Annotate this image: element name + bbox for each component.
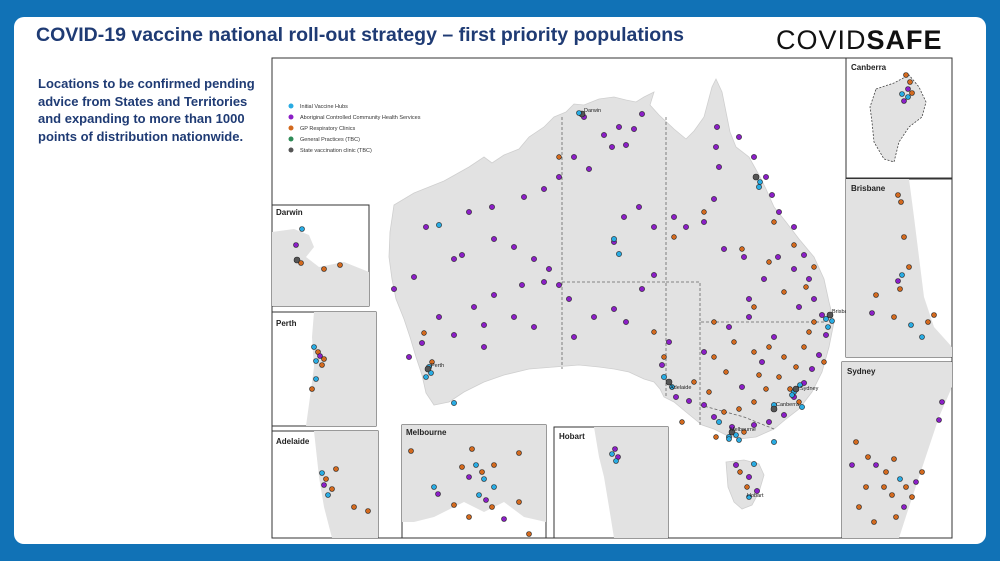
inset-perth: Perth [271,311,377,427]
legend-label-state-clinic: State vaccination clinic (TBC) [300,148,372,154]
inset-hobart: Hobart [553,426,669,539]
city-label-melbourne: Melbourne [730,427,756,433]
inset-darwin: Darwin [271,204,370,307]
legend-label-gp-respiratory: GP Respiratory Clinics [300,126,355,132]
legend-label-vaccine-hubs: Initial Vaccine Hubs [300,104,348,110]
inset-brisbane-title: Brisbane [851,184,886,193]
legend-label-general-practices: General Practices (TBC) [300,137,360,143]
slide: COVID-19 vaccine national roll-out strat… [14,17,986,544]
gp-respiratory-markers [421,154,827,490]
inset-canberra-title: Canberra [851,63,887,72]
city-label-adelaide: Adelaide [670,385,691,391]
inset-perth-title: Perth [276,319,297,328]
page-title: COVID-19 vaccine national roll-out strat… [36,24,684,46]
main-map-markers [391,110,835,500]
legend-swatch-accho [288,114,294,120]
inset-sydney: Sydney [841,361,953,539]
tasmania [725,459,765,510]
inset-canberra: Canberra [845,57,953,179]
inset-brisbane: Brisbane [845,178,953,358]
inset-sydney-title: Sydney [847,367,876,376]
city-label-darwin: Darwin [584,108,601,114]
australia-mainland [388,78,835,440]
accho-markers [391,111,829,494]
inset-hobart-title: Hobart [559,432,585,441]
inset-adelaide-title: Adelaide [276,437,310,446]
logo-part-covid: COVID [776,25,867,55]
legend-label-accho: Aboriginal Controlled Community Health S… [300,115,421,121]
city-label-sydney: Sydney [800,386,819,392]
map-canvas: Initial Vaccine Hubs Aboriginal Controll… [271,57,953,539]
inset-adelaide: Adelaide [271,430,379,539]
city-label-hobart: Hobart [747,493,764,499]
legend-swatch-gp-respiratory [288,125,294,131]
legend: Initial Vaccine Hubs Aboriginal Controll… [288,103,421,154]
legend-swatch-vaccine-hubs [288,103,294,109]
city-label-perth: Perth [431,363,444,369]
legend-swatch-general-practices [288,136,294,142]
city-label-canberra: Canberra [776,402,800,408]
inset-melbourne: Melbourne [401,424,547,539]
logo-part-safe: SAFE [866,25,943,55]
covidsafe-logo: COVIDSAFE [776,25,943,56]
capital-clusters [423,110,835,500]
inset-melbourne-title: Melbourne [406,428,447,437]
city-label-brisbane: Brisbane [832,309,854,315]
inset-darwin-title: Darwin [276,208,303,217]
legend-swatch-state-clinic [288,147,294,153]
description-text: Locations to be confirmed pending advice… [38,76,255,144]
city-labels: Darwin Perth Adelaide Melbourne Hobart C… [431,108,854,499]
